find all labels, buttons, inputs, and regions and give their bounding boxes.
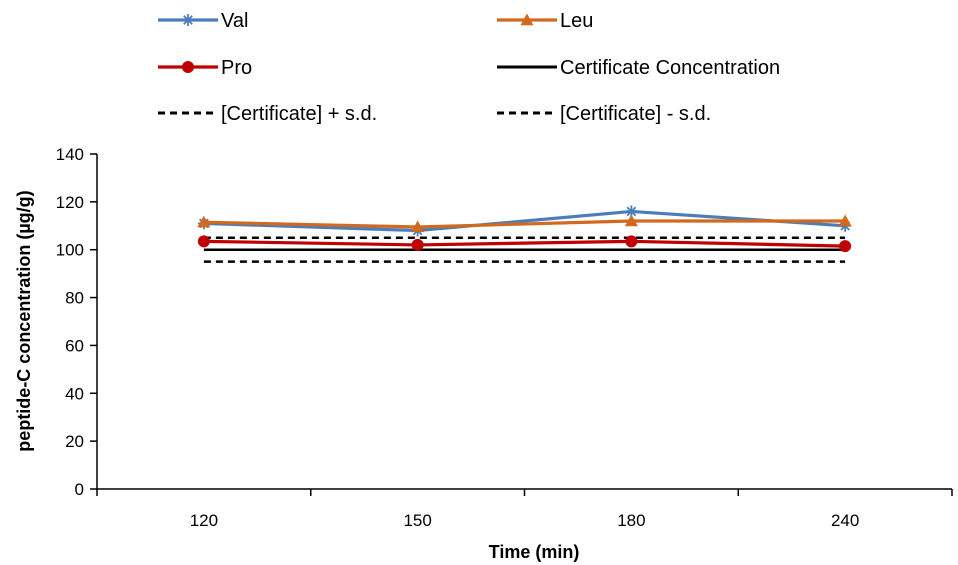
data-point-pro (411, 238, 424, 251)
y-tick-label: 20 (65, 432, 84, 451)
legend-label: Certificate Concentration (560, 57, 780, 79)
y-axis-title: peptide-C concentration (µg/g) (14, 190, 34, 451)
data-point-leu (624, 214, 638, 227)
legend-item-certificate-concentration: Certificate Concentration (497, 57, 780, 79)
data-point-pro (197, 235, 210, 248)
data-point-pro (839, 240, 852, 253)
plot-axes: 0 20 40 60 80 100 120 140 120 150 180 240 (56, 145, 953, 530)
legend: Val Leu Pro Certificate Concentration [Certi… (158, 10, 780, 125)
y-tick-label: 0 (75, 480, 84, 499)
series-leu (197, 214, 852, 233)
x-tick-label: 240 (831, 511, 859, 530)
legend-item-val: Val (158, 10, 248, 32)
legend-label: Leu (560, 10, 593, 32)
legend-item-certificate-s-d: [Certificate] + s.d. (158, 103, 377, 125)
data-point-leu (838, 214, 852, 227)
legend-marker (182, 14, 194, 26)
series-line-leu (203, 219, 846, 229)
legend-marker (182, 61, 194, 73)
series-line-val (203, 209, 846, 233)
legend-label: [Certificate] - s.d. (560, 103, 711, 125)
x-axis-title: Time (min) (489, 542, 580, 562)
legend-label: [Certificate] + s.d. (221, 103, 377, 125)
series-line-pro (203, 239, 846, 248)
legend-item-pro: Pro (158, 57, 252, 79)
y-tick-label: 140 (56, 145, 84, 164)
y-tick-label: 100 (56, 241, 84, 260)
x-tick-label: 150 (403, 511, 431, 530)
legend-label: Pro (221, 57, 252, 79)
legend-item-leu: Leu (497, 10, 593, 32)
data-point-leu (197, 215, 211, 228)
y-tick-label: 60 (65, 336, 84, 355)
data-point-leu (411, 220, 425, 233)
legend-label: Val (221, 10, 248, 32)
series-layer (197, 205, 852, 263)
x-tick-label: 120 (190, 511, 218, 530)
legend-marker (520, 13, 534, 26)
series-pro (197, 235, 852, 253)
y-tick-label: 80 (65, 289, 84, 308)
y-tick-label: 40 (65, 384, 84, 403)
legend-item-certificate-s-d: [Certificate] - s.d. (497, 103, 711, 125)
data-point-pro (625, 235, 638, 248)
y-tick-label: 120 (56, 193, 84, 212)
x-tick-label: 180 (617, 511, 645, 530)
